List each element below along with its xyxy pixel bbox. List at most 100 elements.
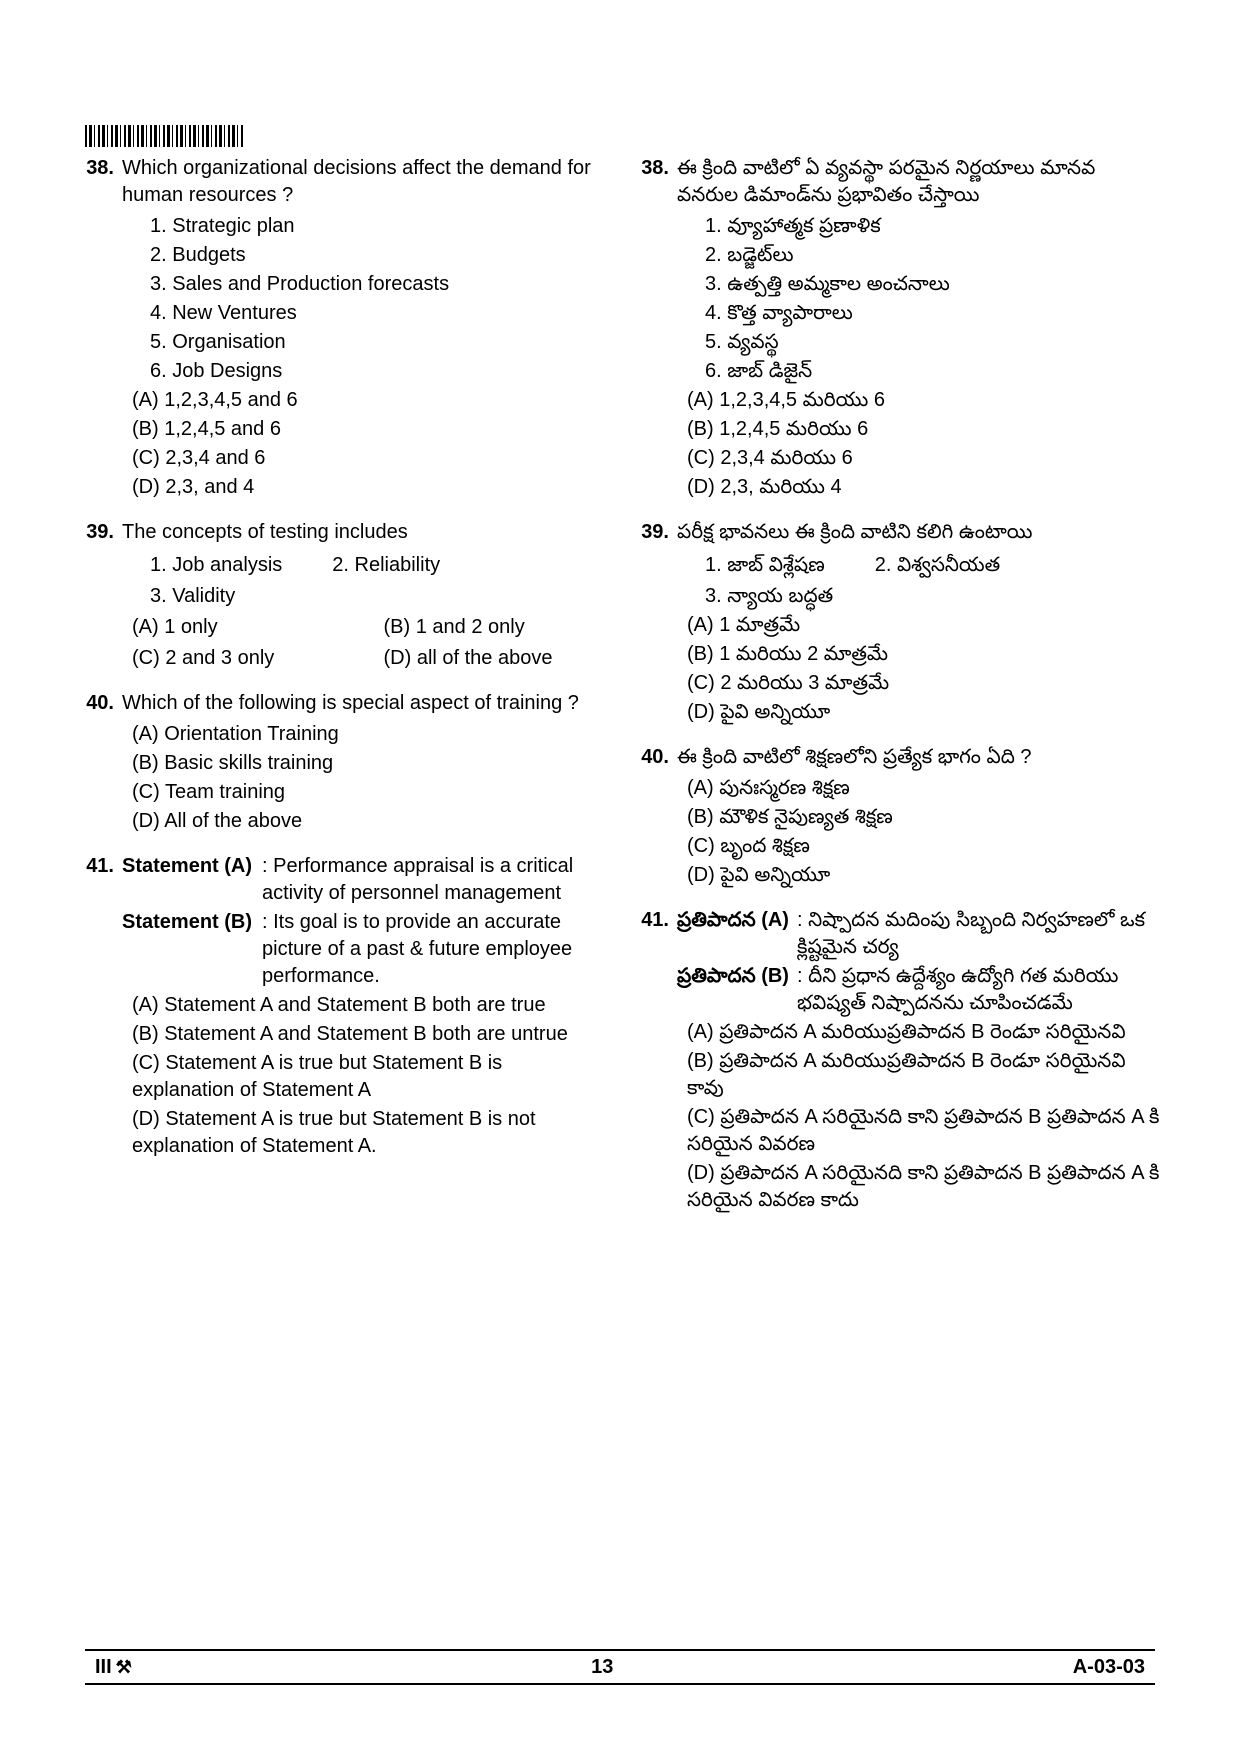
option: (C) Team training [132,779,605,806]
q40-te: 40. ఈ క్రింది వాటిలో శిక్షణలోని ప్రత్యేక… [635,744,1160,891]
option: (D) 2,3, and 4 [132,474,605,501]
option: (A) Statement A and Statement B both are… [132,992,605,1019]
q40-en: 40. Which of the following is special as… [80,690,605,837]
q39-en-opts: (A) 1 only (B) 1 and 2 only (C) 2 and 3 … [122,612,605,674]
option: (A) Orientation Training [132,721,605,748]
q41-en-num: 41. [80,853,122,1162]
option: (C) బృంద శిక్షణ [687,833,1160,860]
list-item: 4. కొత్త వ్యాపారాలు [705,300,1160,327]
q38-en-num: 38. [80,155,122,503]
option: (D) 2,3, మరియు 4 [687,474,1160,501]
q38-en-opts: (A) 1,2,3,4,5 and 6 (B) 1,2,4,5 and 6 (C… [122,387,605,501]
q39-en-items: 1. Job analysis 2. Reliability 3. Validi… [122,550,605,610]
option: (B) Statement A and Statement B both are… [132,1021,605,1048]
q41-te-num: 41. [635,907,677,1216]
q40-te-num: 40. [635,744,677,891]
q39-en: 39. The concepts of testing includes 1. … [80,519,605,674]
q40-te-opts: (A) పునఃస్మరణ శిక్షణ (B) మౌళిక నైపుణ్యత … [677,775,1160,889]
list-item: 6. జాబ్ డిజైన్ [705,358,1160,385]
list-item: 5. వ్యవస్థ [705,329,1160,356]
q38-te-body: ఈ క్రింది వాటిలో ఏ వ్యవస్థా పరమైన నిర్ణయ… [677,155,1160,503]
list-item: 2. Reliability [332,552,440,579]
option: (B) మౌళిక నైపుణ్యత శిక్షణ [687,804,1160,831]
q40-en-opts: (A) Orientation Training (B) Basic skill… [122,721,605,835]
option: (A) 1,2,3,4,5 and 6 [132,387,605,414]
option: (C) 2 మరియు 3 మాత్రమే [687,670,1160,697]
statement-b-text: : Its goal is to provide an accurate pic… [262,909,605,990]
list-item: 5. Organisation [150,329,605,356]
statement-a-label: Statement (A) [122,853,262,907]
option: (D) పైవి అన్నియూ [687,862,1160,889]
option: (D) All of the above [132,808,605,835]
list-item: 6. Job Designs [150,358,605,385]
option: (B) ప్రతిపాదన A మరియుప్రతిపాదన B రెండూ స… [687,1048,1160,1102]
q41-en-body: Statement (A) : Performance appraisal is… [122,853,605,1162]
option: (C) 2 and 3 only [132,645,354,672]
option: (C) 2,3,4 and 6 [132,445,605,472]
q41-en-stB: Statement (B) : Its goal is to provide a… [122,909,605,990]
q38-te: 38. ఈ క్రింది వాటిలో ఏ వ్యవస్థా పరమైన ని… [635,155,1160,503]
q38-en-body: Which organizational decisions affect th… [122,155,605,503]
q39-en-body: The concepts of testing includes 1. Job … [122,519,605,674]
list-item: 2. విశ్వసనీయత [875,552,1001,579]
option: (C) 2,3,4 మరియు 6 [687,445,1160,472]
list-item: 1. జాబ్ విశ్లేషణ [705,552,825,579]
q38-te-opts: (A) 1,2,3,4,5 మరియు 6 (B) 1,2,4,5 మరియు … [677,387,1160,501]
statement-b-label: Statement (B) [122,909,262,990]
option: (C) Statement A is true but Statement B … [132,1050,605,1104]
q41-en-opts: (A) Statement A and Statement B both are… [122,992,605,1160]
option: (D) Statement A is true but Statement B … [132,1106,605,1160]
q41-en: 41. Statement (A) : Performance appraisa… [80,853,605,1162]
option: (B) 1 మరియు 2 మాత్రమే [687,641,1160,668]
q39-en-num: 39. [80,519,122,674]
q39-te: 39. పరీక్ష భావనలు ఈ క్రింది వాటిని కలిగి… [635,519,1160,728]
option: (B) 1,2,4,5 and 6 [132,416,605,443]
exam-page: 38. Which organizational decisions affec… [0,0,1240,1755]
list-item: 3. ఉత్పత్తి అమ్మకాల అంచనాలు [705,271,1160,298]
footer-center-page-number: 13 [591,1656,613,1679]
option: (A) 1 only [132,614,354,641]
list-item: 3. న్యాయ బద్ధత [705,583,1160,610]
barcode [85,125,245,147]
list-item: 2. Budgets [150,242,605,269]
q40-en-body: Which of the following is special aspect… [122,690,605,837]
q40-en-num: 40. [80,690,122,837]
q38-en-items: 1. Strategic plan 2. Budgets 3. Sales an… [122,213,605,385]
option: (A) 1,2,3,4,5 మరియు 6 [687,387,1160,414]
q40-te-body: ఈ క్రింది వాటిలో శిక్షణలోని ప్రత్యేక భాగ… [677,744,1160,891]
q41-te-body: ప్రతిపాదన (A) : నిష్పాదన మదింపు సిబ్బంది… [677,907,1160,1216]
q39-te-items: 1. జాబ్ విశ్లేషణ 2. విశ్వసనీయత 3. న్యాయ … [677,550,1160,610]
statement-a-text: : నిష్పాదన మదింపు సిబ్బంది నిర్వహణలో ఒక … [797,907,1160,961]
statement-b-text: : దీని ప్రధాన ఉద్దేశ్యం ఉద్యోగి గత మరియు… [797,963,1160,1017]
list-item: 3. Validity [150,583,605,610]
q41-te-stA: ప్రతిపాదన (A) : నిష్పాదన మదింపు సిబ్బంది… [677,907,1160,961]
footer-right-code: A-03-03 [1073,1656,1145,1679]
list-item: 1. వ్యూహాత్మక ప్రణాళిక [705,213,1160,240]
footer-left-text: III [95,1656,112,1679]
q39-te-stem: పరీక్ష భావనలు ఈ క్రింది వాటిని కలిగి ఉంట… [677,519,1160,546]
statement-a-text: : Performance appraisal is a critical ac… [262,853,605,907]
list-item: 1. Job analysis [150,552,282,579]
option: (B) Basic skills training [132,750,605,777]
q41-te: 41. ప్రతిపాదన (A) : నిష్పాదన మదింపు సిబ్… [635,907,1160,1216]
list-item: 1. Strategic plan [150,213,605,240]
option: (A) ప్రతిపాదన A మరియుప్రతిపాదన B రెండూ స… [687,1019,1160,1046]
q39-en-stem: The concepts of testing includes [122,519,605,546]
q41-te-stB: ప్రతిపాదన (B) : దీని ప్రధాన ఉద్దేశ్యం ఉద… [677,963,1160,1017]
option: (D) పైవి అన్నియూ [687,699,1160,726]
columns-wrapper: 38. Which organizational decisions affec… [80,155,1160,1232]
list-item: 2. బడ్జెట్‌లు [705,242,1160,269]
column-telugu: 38. ఈ క్రింది వాటిలో ఏ వ్యవస్థా పరమైన ని… [635,155,1160,1232]
footer-left: III ⚒ [95,1656,132,1679]
q41-te-opts: (A) ప్రతిపాదన A మరియుప్రతిపాదన B రెండూ స… [677,1019,1160,1214]
option: (D) all of the above [384,645,606,672]
statement-a-label: ప్రతిపాదన (A) [677,907,797,961]
page-footer: III ⚒ 13 A-03-03 [85,1649,1155,1685]
q38-te-items: 1. వ్యూహాత్మక ప్రణాళిక 2. బడ్జెట్‌లు 3. … [677,213,1160,385]
option: (B) 1,2,4,5 మరియు 6 [687,416,1160,443]
option: (A) 1 మాత్రమే [687,612,1160,639]
q39-te-body: పరీక్ష భావనలు ఈ క్రింది వాటిని కలిగి ఉంట… [677,519,1160,728]
option: (B) 1 and 2 only [384,614,606,641]
hammer-icon: ⚒ [116,1657,132,1678]
option: (C) ప్రతిపాదన A సరియైనది కాని ప్రతిపాదన … [687,1104,1160,1158]
